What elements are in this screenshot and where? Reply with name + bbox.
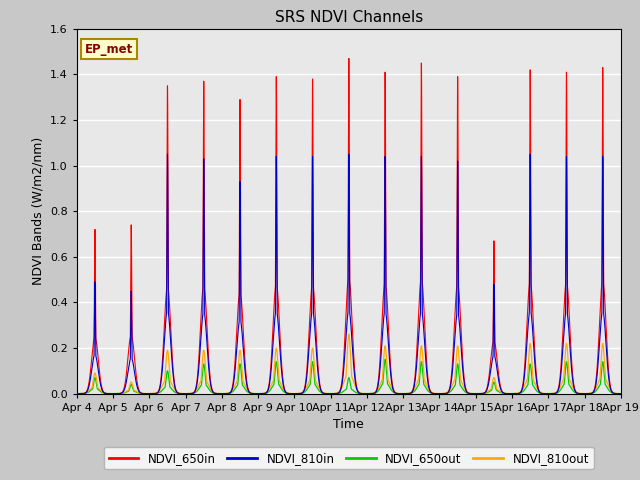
- Title: SRS NDVI Channels: SRS NDVI Channels: [275, 10, 423, 25]
- Text: EP_met: EP_met: [85, 43, 133, 56]
- X-axis label: Time: Time: [333, 418, 364, 431]
- Legend: NDVI_650in, NDVI_810in, NDVI_650out, NDVI_810out: NDVI_650in, NDVI_810in, NDVI_650out, NDV…: [104, 447, 594, 469]
- Y-axis label: NDVI Bands (W/m2/nm): NDVI Bands (W/m2/nm): [31, 137, 44, 285]
